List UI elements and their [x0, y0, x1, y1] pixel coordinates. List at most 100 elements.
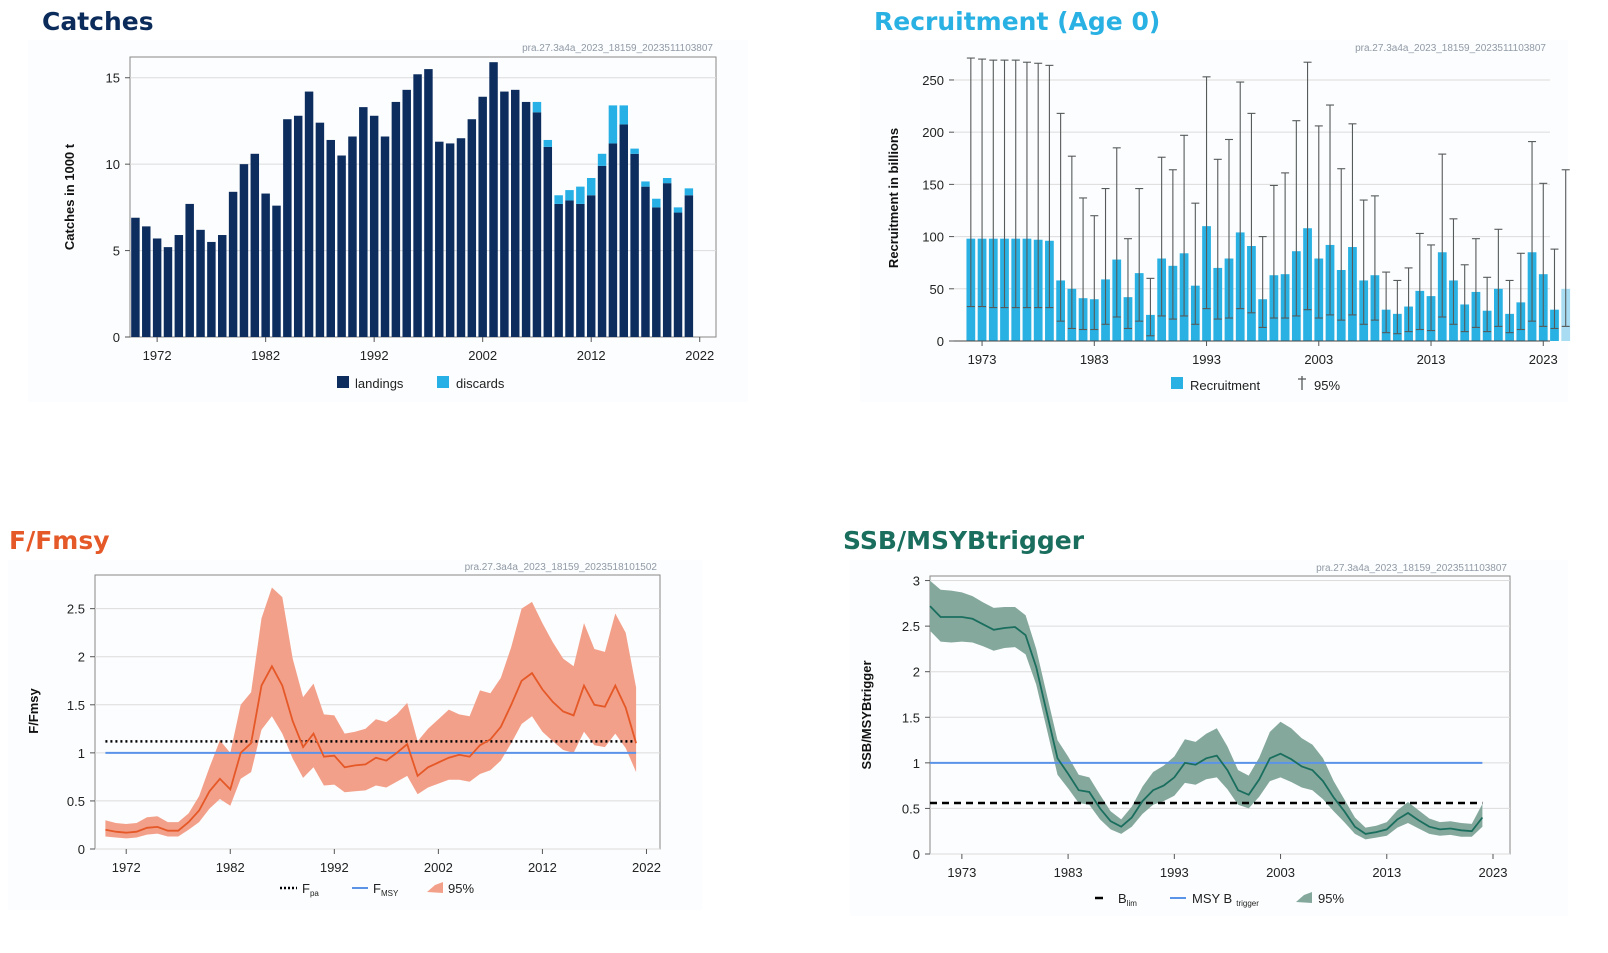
ssb-line — [929, 605, 1484, 835]
discards-bar — [532, 101, 542, 113]
f-legend: Fpa FMSY 95% — [280, 881, 474, 898]
recruitment-panel — [860, 40, 1568, 402]
landings-bar — [467, 119, 477, 337]
landings-bar — [337, 155, 346, 337]
x-tick-label: 1983 — [1080, 352, 1109, 367]
x-tick-label: 2003 — [1304, 352, 1333, 367]
discards-bar — [597, 153, 607, 166]
ssb-legend: Blim MSY B trigger 95% — [1095, 891, 1344, 908]
f-fmsy-line — [105, 664, 637, 834]
x-tick-label: 2023 — [1479, 865, 1508, 880]
y-tick-label: 1 — [913, 756, 920, 771]
recruitment-y-axis-label: Recruitment in billions — [886, 128, 901, 268]
y-tick-label: 0.5 — [67, 794, 85, 809]
landings-bar — [478, 96, 487, 338]
legend-fpa-label: Fpa — [302, 881, 319, 898]
landings-bar — [250, 153, 260, 337]
legend-fmsy-sub: MSY — [381, 889, 399, 898]
landings-bar — [131, 217, 140, 337]
y-tick-label: 250 — [922, 73, 944, 88]
y-tick-label: 50 — [930, 282, 944, 297]
legend-blim-sub: lim — [1127, 899, 1138, 908]
landings-bar — [163, 247, 173, 337]
landings-bar — [554, 203, 563, 337]
x-tick-label: 1993 — [1160, 865, 1189, 880]
discards-bar — [684, 188, 694, 196]
x-tick-label: 2002 — [468, 348, 497, 363]
landings-bar — [576, 203, 585, 337]
landings-bar — [326, 139, 335, 337]
recruitment-legend: Recruitment 95% — [1171, 376, 1340, 393]
landings-bar — [380, 136, 390, 337]
catches-title: Catches — [42, 7, 154, 36]
landings-bar — [565, 200, 574, 337]
discards-bar — [673, 207, 683, 213]
landings-bar — [673, 212, 683, 337]
ssb-chart: pra.27.3a4a_2023_18159_2023511103807 0 0.… — [859, 563, 1511, 908]
y-tick-label: 100 — [922, 230, 944, 245]
catches-plot-frame — [129, 56, 717, 338]
landings-bar — [630, 153, 639, 337]
y-tick-label: 2 — [78, 650, 85, 665]
y-tick-label: 3 — [913, 574, 920, 589]
landings-bar — [152, 238, 162, 337]
y-tick-label: 5 — [113, 244, 120, 259]
legend-msy-label: MSY B trigger — [1192, 891, 1259, 908]
landings-bar — [543, 146, 553, 337]
legend-discards-label: discards — [456, 376, 505, 391]
landings-bar — [348, 136, 357, 337]
landings-bar — [369, 115, 379, 337]
legend-msy-sub: trigger — [1236, 899, 1259, 908]
landings-bar — [597, 165, 607, 337]
landings-bar — [142, 226, 151, 337]
landings-bar — [684, 195, 694, 337]
legend-ssb-ci-swatch — [1296, 892, 1312, 903]
y-tick-label: 2.5 — [902, 619, 920, 634]
landings-bar — [261, 193, 270, 337]
landings-bar — [207, 241, 216, 337]
f-y-axis-label: F/Fmsy — [26, 687, 41, 733]
ssb-ci-band — [930, 580, 1483, 840]
legend-discards-swatch — [437, 376, 449, 388]
landings-bar — [662, 183, 672, 337]
catches-y-axis-label: Catches in 1000 t — [62, 143, 77, 250]
landings-bar — [641, 186, 650, 337]
legend-landings-label: landings — [355, 376, 404, 391]
y-tick-label: 150 — [922, 177, 944, 192]
x-tick-label: 2022 — [685, 348, 714, 363]
landings-bar — [293, 115, 303, 337]
discards-bar — [619, 105, 628, 125]
ssb-y-axis-label: SSB/MSYBtrigger — [859, 660, 874, 769]
x-tick-label: 1992 — [320, 860, 349, 875]
f-fmsy-title: F/Fmsy — [9, 526, 110, 555]
x-tick-label: 1972 — [112, 860, 141, 875]
recruitment-id-label: pra.27.3a4a_2023_18159_2023511103807 — [1355, 43, 1546, 54]
y-tick-label: 1.5 — [67, 698, 85, 713]
landings-bar — [456, 138, 466, 337]
legend-fpa-main: F — [302, 881, 310, 896]
x-tick-label: 2012 — [577, 348, 606, 363]
landings-bar — [435, 141, 444, 337]
landings-bar — [228, 191, 238, 337]
landings-bar — [413, 74, 422, 338]
discards-bar — [641, 181, 650, 187]
legend-fpa-sub: pa — [310, 889, 319, 898]
f-fmsy-chart: pra.27.3a4a_2023_18159_2023518101502 0 0.… — [26, 562, 661, 898]
landings-bar — [424, 69, 433, 338]
discards-bar — [586, 177, 596, 196]
ssb-msybtrigger-title: SSB/MSYBtrigger — [843, 526, 1085, 555]
legend-recruitment-label: Recruitment — [1190, 378, 1260, 393]
discards-bar — [543, 139, 553, 147]
legend-ssb-ci-label: 95% — [1318, 891, 1344, 906]
y-tick-label: 200 — [922, 125, 944, 140]
legend-blim-label: Blim — [1118, 891, 1137, 908]
landings-bar — [218, 235, 227, 337]
ssb-id-label: pra.27.3a4a_2023_18159_2023511103807 — [1316, 563, 1507, 574]
landings-bar — [283, 119, 292, 337]
landings-bar — [315, 122, 325, 337]
landings-bar — [586, 195, 596, 337]
landings-bar — [272, 205, 281, 337]
x-tick-label: 1993 — [1192, 352, 1221, 367]
landings-bar — [185, 203, 194, 337]
y-tick-label: 1.5 — [902, 710, 920, 725]
